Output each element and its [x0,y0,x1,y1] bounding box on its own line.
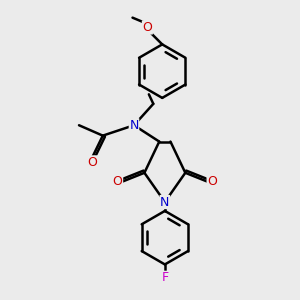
Text: N: N [160,196,170,208]
Text: O: O [142,21,152,34]
Text: O: O [88,156,97,169]
Text: O: O [113,175,123,188]
Text: F: F [161,271,168,284]
Text: O: O [207,175,217,188]
Text: N: N [129,119,139,132]
